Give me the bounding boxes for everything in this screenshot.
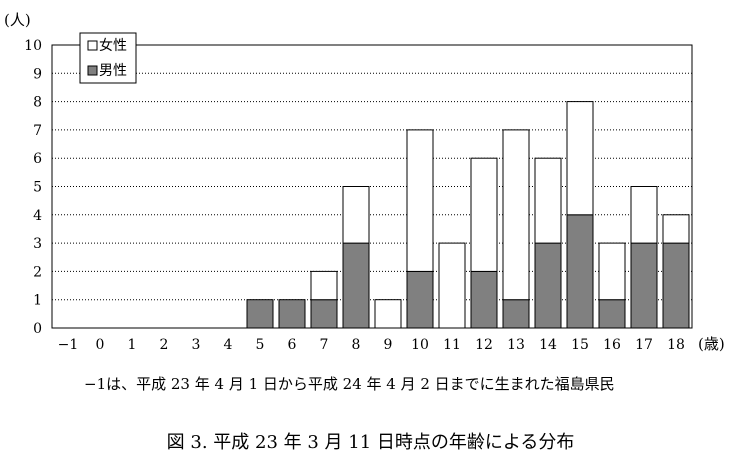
- x-tick-label: 1: [128, 337, 137, 353]
- x-tick-label: 5: [256, 337, 265, 353]
- x-tick-label: 12: [475, 337, 493, 353]
- figure-caption: 図 3. 平成 23 年 3 月 11 日時点の年齢による分布: [166, 432, 575, 453]
- x-tick-label: 2: [160, 337, 169, 353]
- x-tick-label: 15: [571, 337, 589, 353]
- bar-female: [470, 157, 498, 272]
- y-tick-label: 6: [33, 151, 42, 167]
- x-tick-label: −1: [58, 337, 79, 353]
- legend-label-male: 男性: [99, 63, 127, 79]
- y-tick-label: 7: [33, 123, 42, 139]
- x-tick-label: 13: [507, 337, 525, 353]
- bar-female: [342, 186, 370, 244]
- x-tick-label: 3: [192, 337, 201, 353]
- bar-female: [566, 101, 594, 216]
- bar-male: [566, 214, 594, 329]
- bar-male: [246, 299, 274, 329]
- x-tick-label: 16: [603, 337, 621, 353]
- bar-female: [438, 242, 466, 329]
- x-axis-label: (歳): [698, 335, 725, 353]
- gridlines: [52, 72, 692, 301]
- bar-male: [502, 299, 530, 329]
- x-tick-label: 17: [635, 337, 653, 353]
- bar-female: [374, 299, 402, 329]
- bars: [246, 101, 690, 329]
- x-tick-label: 6: [288, 337, 297, 353]
- bar-male: [534, 242, 562, 329]
- y-tick-label: 8: [33, 95, 42, 111]
- y-tick-label: 4: [33, 208, 42, 224]
- bar-male: [278, 299, 306, 329]
- bar-male: [470, 270, 498, 329]
- bar-female: [502, 129, 530, 301]
- x-tick-label: 14: [539, 337, 557, 353]
- y-axis-label: (人): [4, 11, 31, 29]
- bar-male: [662, 242, 690, 329]
- x-tick-label: 18: [667, 337, 685, 353]
- y-tick-label: 10: [24, 38, 42, 54]
- x-tick-label: 7: [320, 337, 329, 353]
- bar-female: [662, 214, 690, 244]
- y-tick-label: 1: [33, 293, 42, 309]
- x-tick-label: 4: [224, 337, 233, 353]
- x-tick-label: 0: [96, 337, 105, 353]
- bar-female: [630, 186, 658, 244]
- y-tick-label: 3: [33, 236, 42, 252]
- y-tick-labels: 0 1 2 3 4 5 6 7 8 9 10: [24, 38, 42, 337]
- bar-male: [630, 242, 658, 329]
- bar-male: [406, 270, 434, 329]
- bar-male: [310, 299, 338, 329]
- footnote: −1は、平成 23 年 4 月 1 日から平成 24 年 4 月 2 日までに生…: [84, 375, 615, 393]
- legend-swatch-male: [87, 65, 98, 76]
- bar-male: [598, 299, 626, 329]
- bar-female: [598, 242, 626, 301]
- y-tick-label: 2: [33, 264, 42, 280]
- bar-male: [342, 242, 370, 329]
- legend-swatch-female: [87, 40, 98, 51]
- plot-area-frame: [51, 44, 693, 329]
- legend-label-female: 女性: [99, 37, 127, 54]
- x-tick-label: 9: [384, 337, 393, 353]
- y-tick-label: 9: [33, 66, 42, 82]
- bar-female: [310, 270, 338, 301]
- y-tick-label: 0: [33, 321, 42, 337]
- legend: 女性 男性: [79, 32, 137, 84]
- x-tick-label: 8: [352, 337, 361, 353]
- x-tick-label: 11: [443, 337, 461, 353]
- bar-female: [406, 129, 434, 272]
- bar-female: [534, 157, 562, 244]
- x-tick-labels: −1 0 1 2 3 4 5 6 7 8 9 10 11 12 13 14 15 16 17 18: [58, 337, 685, 353]
- x-tick-label: 10: [411, 337, 429, 353]
- y-tick-label: 5: [33, 180, 42, 196]
